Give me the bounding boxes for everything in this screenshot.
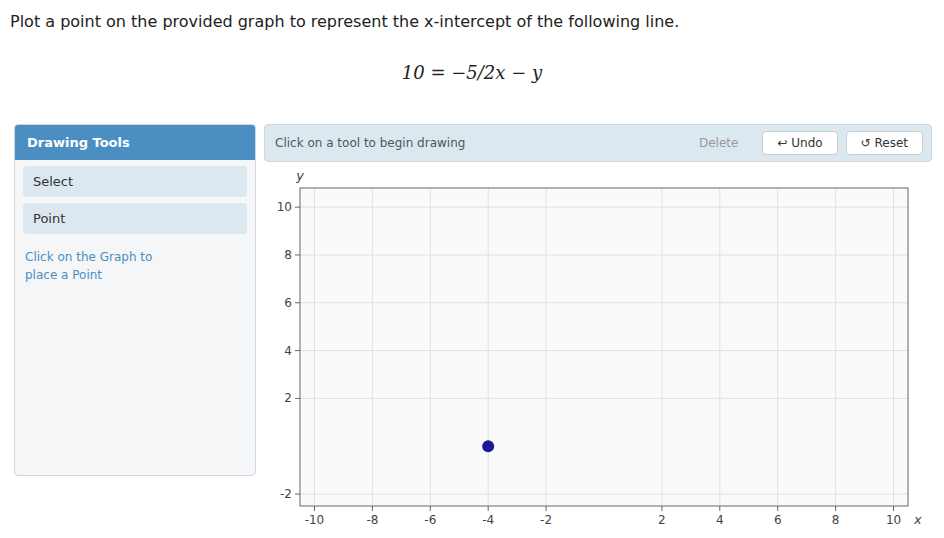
grid-line <box>300 350 908 351</box>
x-tick <box>488 506 489 511</box>
toolbar-hint: Click on a tool to begin drawing <box>275 136 699 150</box>
panel-header: Drawing Tools <box>15 125 255 160</box>
y-tick <box>295 398 300 399</box>
y-tick-label: 2 <box>284 391 292 405</box>
x-tick <box>893 506 894 511</box>
grid-line <box>893 188 894 506</box>
x-tick-label: 4 <box>716 513 724 527</box>
plot-area <box>300 188 908 506</box>
grid-line <box>372 188 373 506</box>
chart: -10 -8 -6 -4 -2 2 4 6 8 10 -2 2 4 6 8 10 x y <box>264 166 932 532</box>
x-tick-label: -8 <box>366 513 378 527</box>
x-tick-label: 6 <box>774 513 782 527</box>
point <box>482 440 494 452</box>
grid-line <box>777 188 778 506</box>
grid-line <box>719 188 720 506</box>
x-tick-label: 2 <box>658 513 666 527</box>
undo-button[interactable]: ↩ Undo <box>762 131 837 155</box>
x-tick-label: 10 <box>886 513 901 527</box>
y-tick-label: 4 <box>284 344 292 358</box>
y-axis-label: y <box>295 168 304 183</box>
select-tool[interactable]: Select <box>23 166 247 197</box>
grid-line <box>430 188 431 506</box>
x-tick-label: -4 <box>482 513 494 527</box>
y-tick <box>295 350 300 351</box>
y-tick-label: -2 <box>280 487 292 501</box>
y-tick <box>295 254 300 255</box>
grid-line <box>300 207 908 208</box>
grid-line <box>546 188 547 506</box>
reset-button[interactable]: ↺ Reset <box>846 131 923 155</box>
x-axis-label: x <box>913 512 922 527</box>
grid-line <box>300 398 908 399</box>
grid-line <box>300 302 908 303</box>
x-tick <box>661 506 662 511</box>
points <box>482 440 494 452</box>
delete-button[interactable]: Delete <box>699 136 738 150</box>
grid-line <box>661 188 662 506</box>
toolbar: Click on a tool to begin drawingDelete ↩ … <box>264 124 932 162</box>
x-tick <box>777 506 778 511</box>
x-tick <box>835 506 836 511</box>
tools-panel: Drawing Tools Select Point Click on the Gra… <box>14 124 256 476</box>
instruction: Click on the Graph to place a Point <box>25 248 245 284</box>
plot-frame <box>300 188 908 506</box>
grid-line <box>300 254 908 255</box>
y-tick-label: 8 <box>284 248 292 262</box>
x-tick-label: 8 <box>832 513 840 527</box>
x-tick <box>546 506 547 511</box>
y-tick <box>295 207 300 208</box>
grid-line <box>835 188 836 506</box>
grid-line <box>300 494 908 495</box>
equation: 10 = −5/2x − y <box>0 62 944 83</box>
grid <box>300 188 908 506</box>
x-tick <box>719 506 720 511</box>
y-tick-label: 6 <box>284 296 292 310</box>
x-tick <box>314 506 315 511</box>
x-tick-label: -10 <box>305 513 325 527</box>
grid-line <box>314 188 315 506</box>
x-tick <box>430 506 431 511</box>
point-tool[interactable]: Point <box>23 203 247 234</box>
x-tick-label: -2 <box>540 513 552 527</box>
y-tick <box>295 302 300 303</box>
x-tick-label: -6 <box>424 513 436 527</box>
x-tick <box>372 506 373 511</box>
y-tick-label: 10 <box>277 200 292 214</box>
title: Plot a point on the provided graph to re… <box>10 12 679 31</box>
grid-line <box>488 188 489 506</box>
y-tick <box>295 494 300 495</box>
